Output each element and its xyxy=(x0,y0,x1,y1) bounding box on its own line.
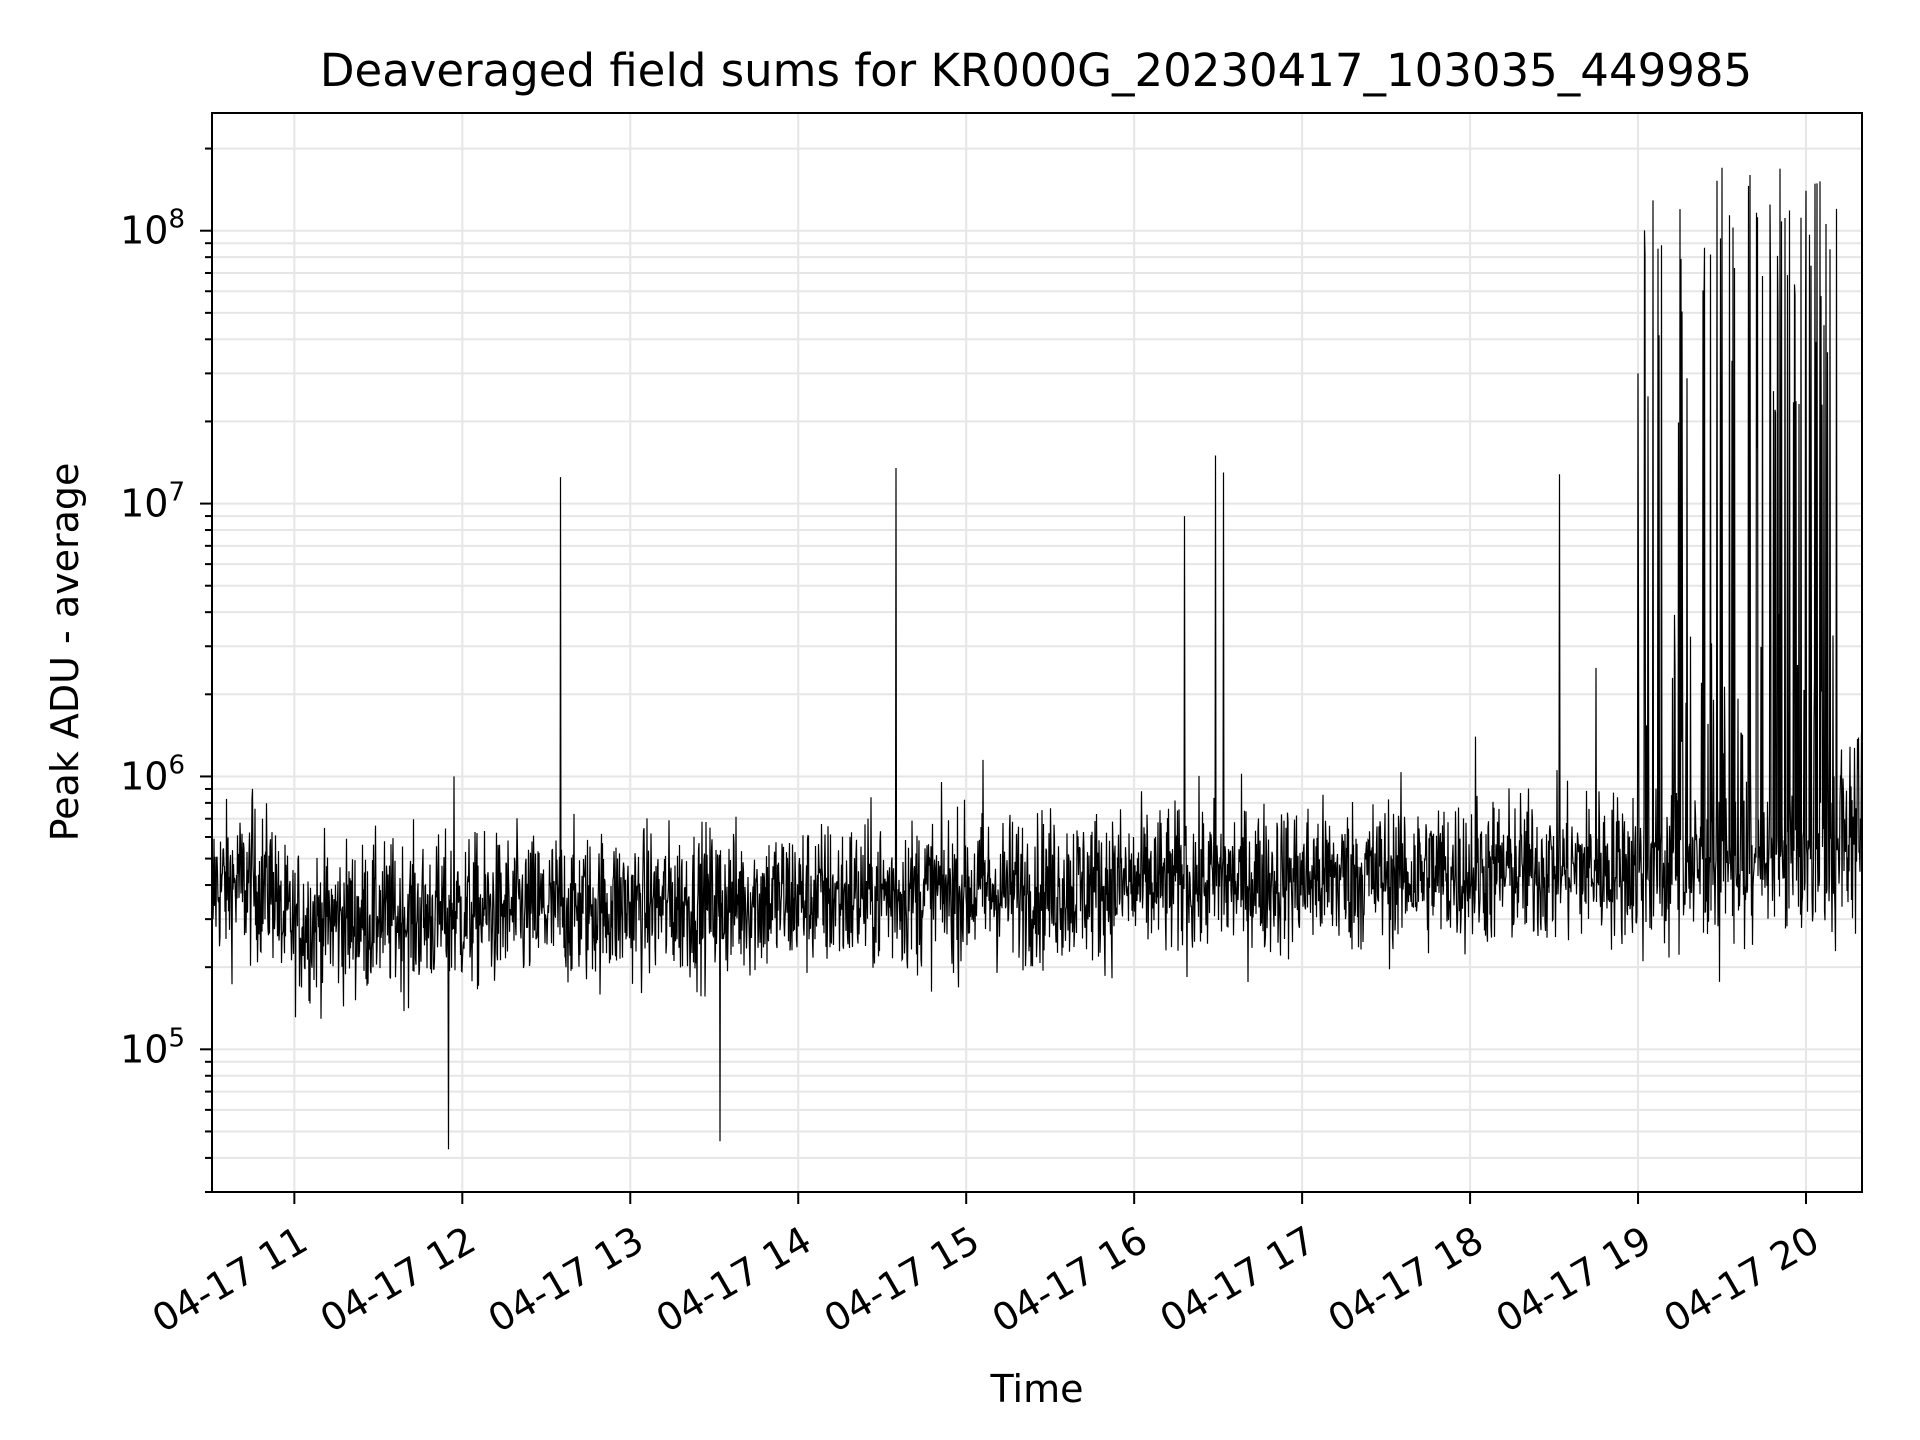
x-tick-label: 04-17 14 xyxy=(649,1218,819,1342)
grid xyxy=(212,113,1862,1193)
x-tick-label: 04-17 16 xyxy=(985,1218,1155,1342)
y-axis: 105 106 107 108 xyxy=(120,147,212,1193)
y-tick-label: 106 xyxy=(120,750,185,798)
y-tick-label: 108 xyxy=(120,205,185,253)
y-tick-label: 105 xyxy=(120,1023,185,1071)
y-axis-label: Peak ADU - average xyxy=(43,463,87,842)
chart-title: Deaveraged field sums for KR000G_2023041… xyxy=(320,44,1752,97)
x-tick-label: 04-17 20 xyxy=(1657,1218,1827,1342)
x-tick-label: 04-17 18 xyxy=(1321,1218,1491,1342)
x-tick-label: 04-17 15 xyxy=(817,1218,987,1342)
series-line xyxy=(211,167,1863,1150)
x-axis-label: Time xyxy=(990,1367,1084,1411)
x-tick-label: 04-17 12 xyxy=(313,1218,483,1342)
x-tick-label: 04-17 13 xyxy=(481,1218,651,1342)
y-tick-label: 107 xyxy=(120,478,185,526)
x-tick-label: 04-17 17 xyxy=(1153,1218,1323,1342)
series-layer xyxy=(211,167,1863,1150)
x-tick-label: 04-17 11 xyxy=(145,1218,315,1342)
x-tick-label: 04-17 19 xyxy=(1489,1218,1659,1342)
plot-frame xyxy=(211,112,1863,1193)
